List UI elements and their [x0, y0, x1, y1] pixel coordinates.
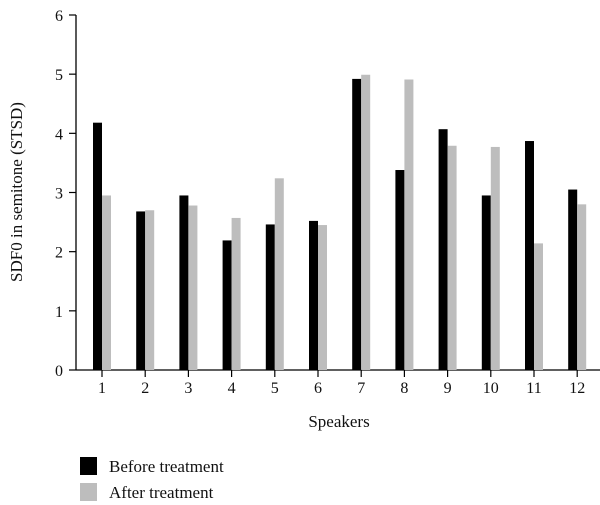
- y-tick-label: 5: [55, 67, 63, 84]
- bar-after-treatment: [231, 217, 241, 370]
- bar-after-treatment: [361, 74, 371, 370]
- x-tick-label: 1: [98, 380, 106, 397]
- bar-before-treatment: [265, 224, 275, 370]
- y-tick-label: 1: [55, 304, 63, 321]
- bar-after-treatment: [490, 146, 500, 370]
- y-tick-label: 2: [55, 245, 63, 262]
- y-axis-ticks: 0 1 2 3 4 5 6: [55, 8, 76, 380]
- bar-before-treatment: [438, 129, 448, 370]
- x-tick-label: 4: [228, 380, 236, 397]
- bar-after-treatment: [318, 225, 327, 370]
- x-tick-label: 2: [141, 380, 149, 397]
- bar-before-treatment: [222, 240, 232, 370]
- bar-after-treatment: [188, 205, 198, 370]
- x-tick-label: 12: [569, 380, 585, 397]
- x-tick-label: 6: [314, 380, 322, 397]
- x-tick-label: 3: [184, 380, 192, 397]
- x-axis-ticks: 1 2 3 4 5 6 7 8 9 10 11 12: [98, 370, 585, 397]
- y-axis-title: SDF0 in semitone (STSD): [7, 102, 26, 282]
- y-tick-label: 0: [55, 363, 63, 380]
- legend-label: Before treatment: [109, 457, 224, 476]
- x-axis-title: Speakers: [308, 412, 369, 431]
- bar-before-treatment: [481, 195, 491, 370]
- x-tick-label: 9: [444, 380, 452, 397]
- bar-before-treatment: [525, 141, 534, 370]
- bar-after-treatment: [102, 195, 111, 370]
- x-tick-label: 5: [271, 380, 279, 397]
- legend-swatch: [80, 483, 97, 501]
- y-tick-label: 6: [55, 8, 63, 25]
- legend-swatch: [80, 457, 97, 475]
- x-tick-label: 10: [483, 380, 499, 397]
- x-tick-label: 11: [526, 380, 541, 397]
- bar-after-treatment: [577, 204, 587, 370]
- bar-before-treatment: [179, 195, 189, 370]
- bar-before-treatment: [568, 189, 578, 370]
- bar-before-treatment: [309, 220, 318, 370]
- bar-before-treatment: [136, 211, 146, 370]
- bar-after-treatment: [274, 178, 284, 370]
- bar-before-treatment: [352, 78, 362, 371]
- bar-before-treatment: [395, 170, 405, 370]
- bar-after-treatment: [404, 79, 414, 370]
- y-tick-label: 3: [55, 186, 63, 203]
- x-tick-label: 7: [357, 380, 365, 397]
- x-tick-label: 8: [400, 380, 408, 397]
- bar-after-treatment: [447, 145, 457, 370]
- y-tick-label: 4: [55, 126, 63, 143]
- bar-after-treatment: [145, 210, 155, 370]
- bar-after-treatment: [534, 243, 543, 370]
- legend: Before treatment After treatment: [80, 457, 224, 502]
- bars-group: [93, 74, 587, 371]
- bar-before-treatment: [93, 122, 102, 370]
- legend-label: After treatment: [109, 483, 214, 502]
